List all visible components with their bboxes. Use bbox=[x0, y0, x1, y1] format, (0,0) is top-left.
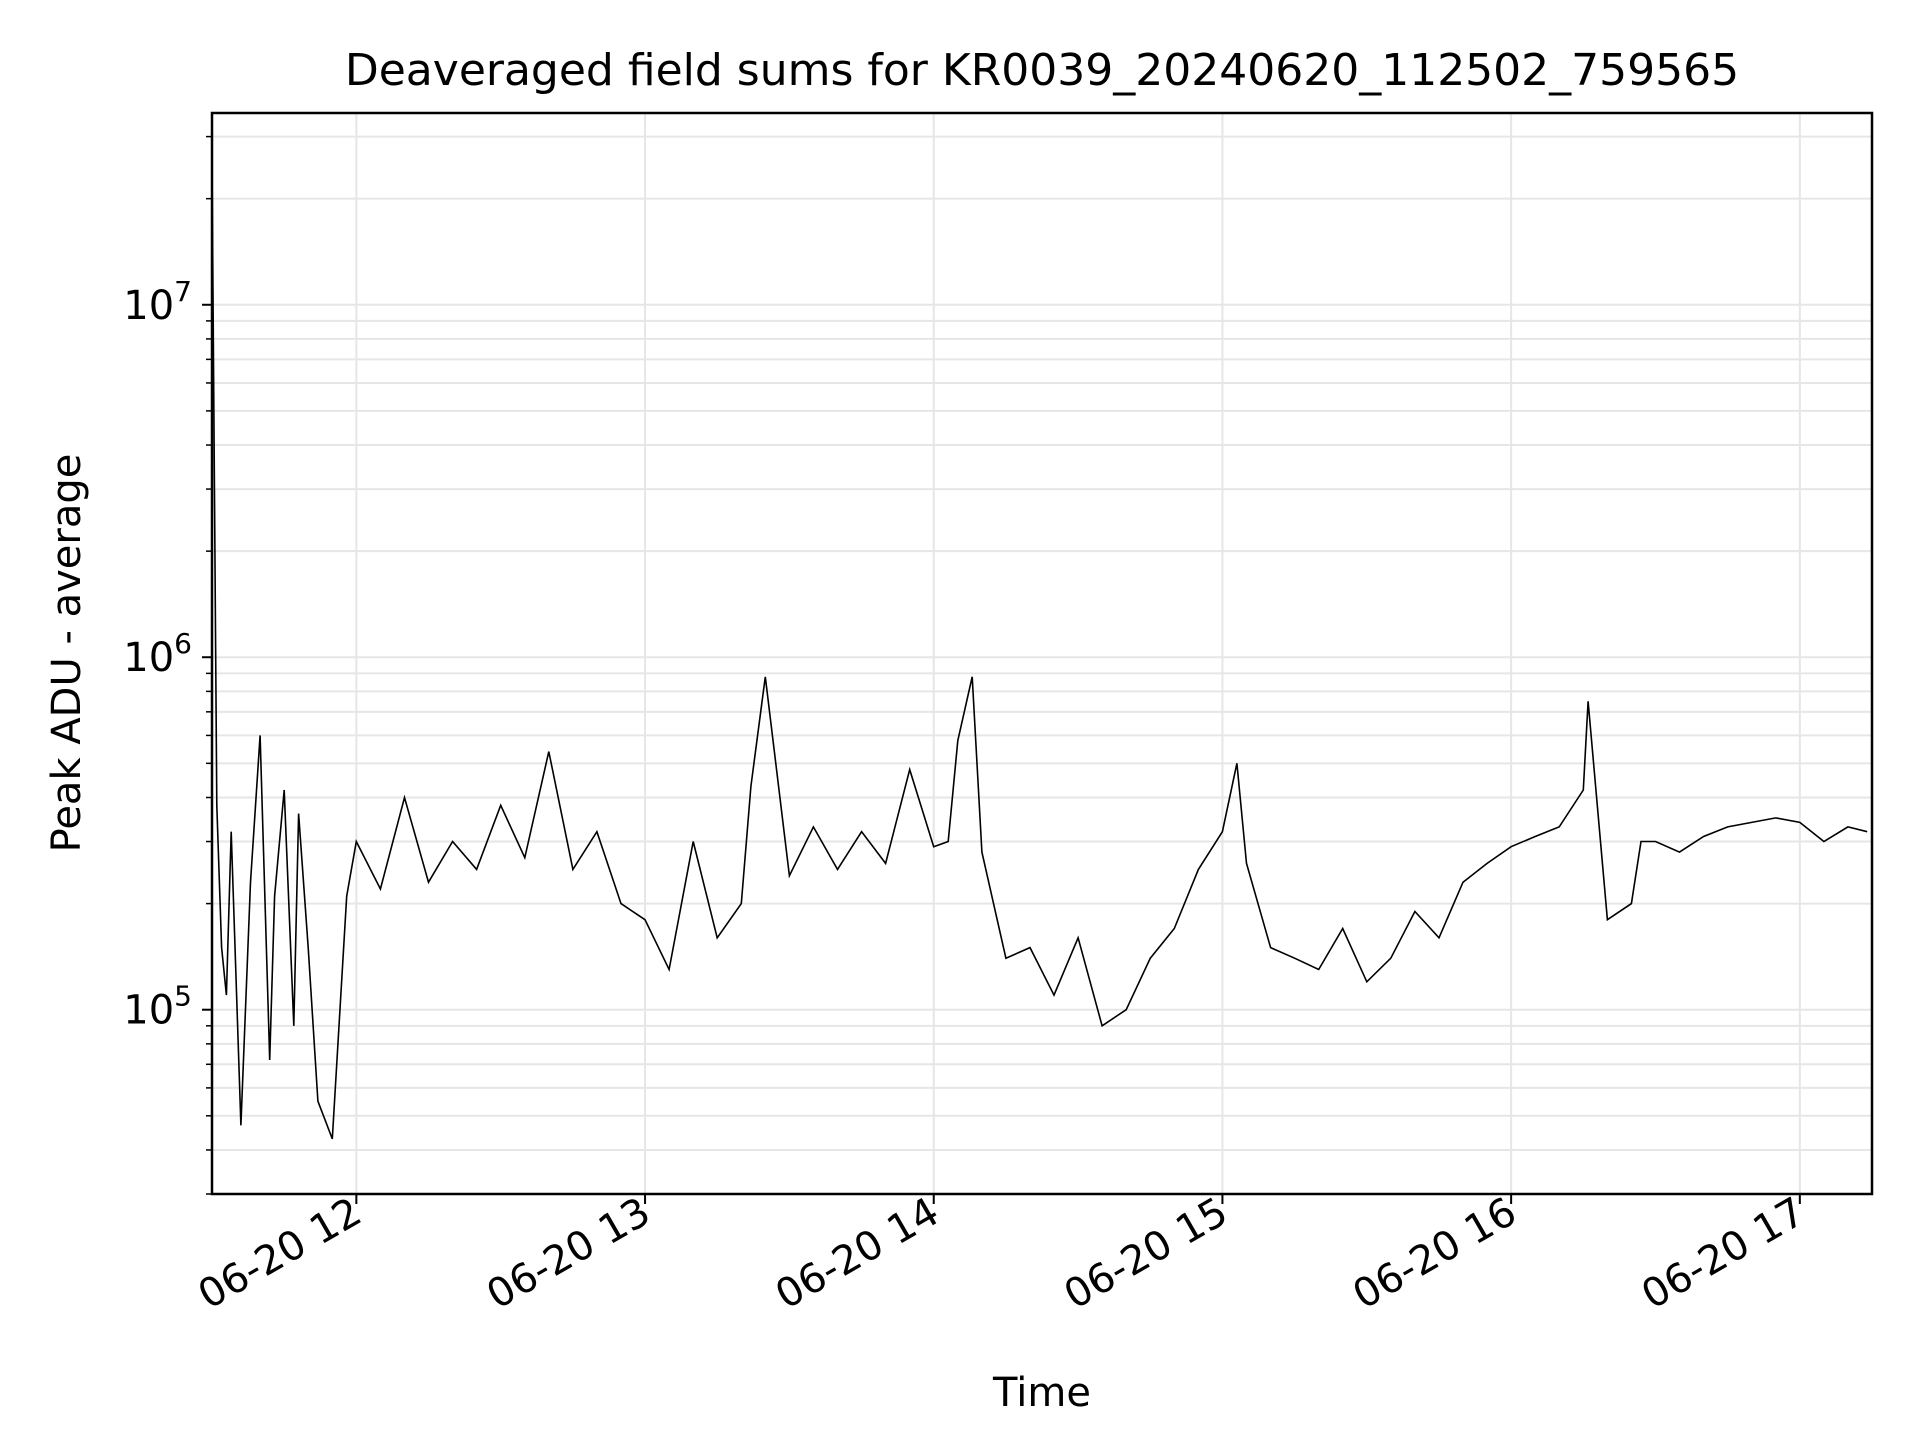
y-tick-exponent: 7 bbox=[174, 275, 192, 308]
series-layer bbox=[211, 158, 1868, 1140]
grid bbox=[212, 113, 1872, 1195]
series-line bbox=[211, 158, 1868, 1140]
y-tick-base: 10 bbox=[123, 635, 174, 681]
y-tick-base: 10 bbox=[123, 283, 174, 329]
y-tick-label: 106 bbox=[123, 627, 192, 681]
y-tick-label: 105 bbox=[123, 980, 192, 1034]
y-axis-label: Peak ADU - average bbox=[44, 454, 90, 853]
y-tick-base: 10 bbox=[123, 988, 174, 1034]
y-tick-exponent: 6 bbox=[174, 627, 192, 660]
y-tick-label: 107 bbox=[123, 275, 192, 329]
y-tick-exponent: 5 bbox=[174, 980, 192, 1013]
x-axis-label: Time bbox=[992, 1370, 1091, 1416]
plot-frame bbox=[210, 111, 1874, 1196]
chart-title: Deaveraged field sums for KR0039_2024062… bbox=[345, 45, 1739, 96]
